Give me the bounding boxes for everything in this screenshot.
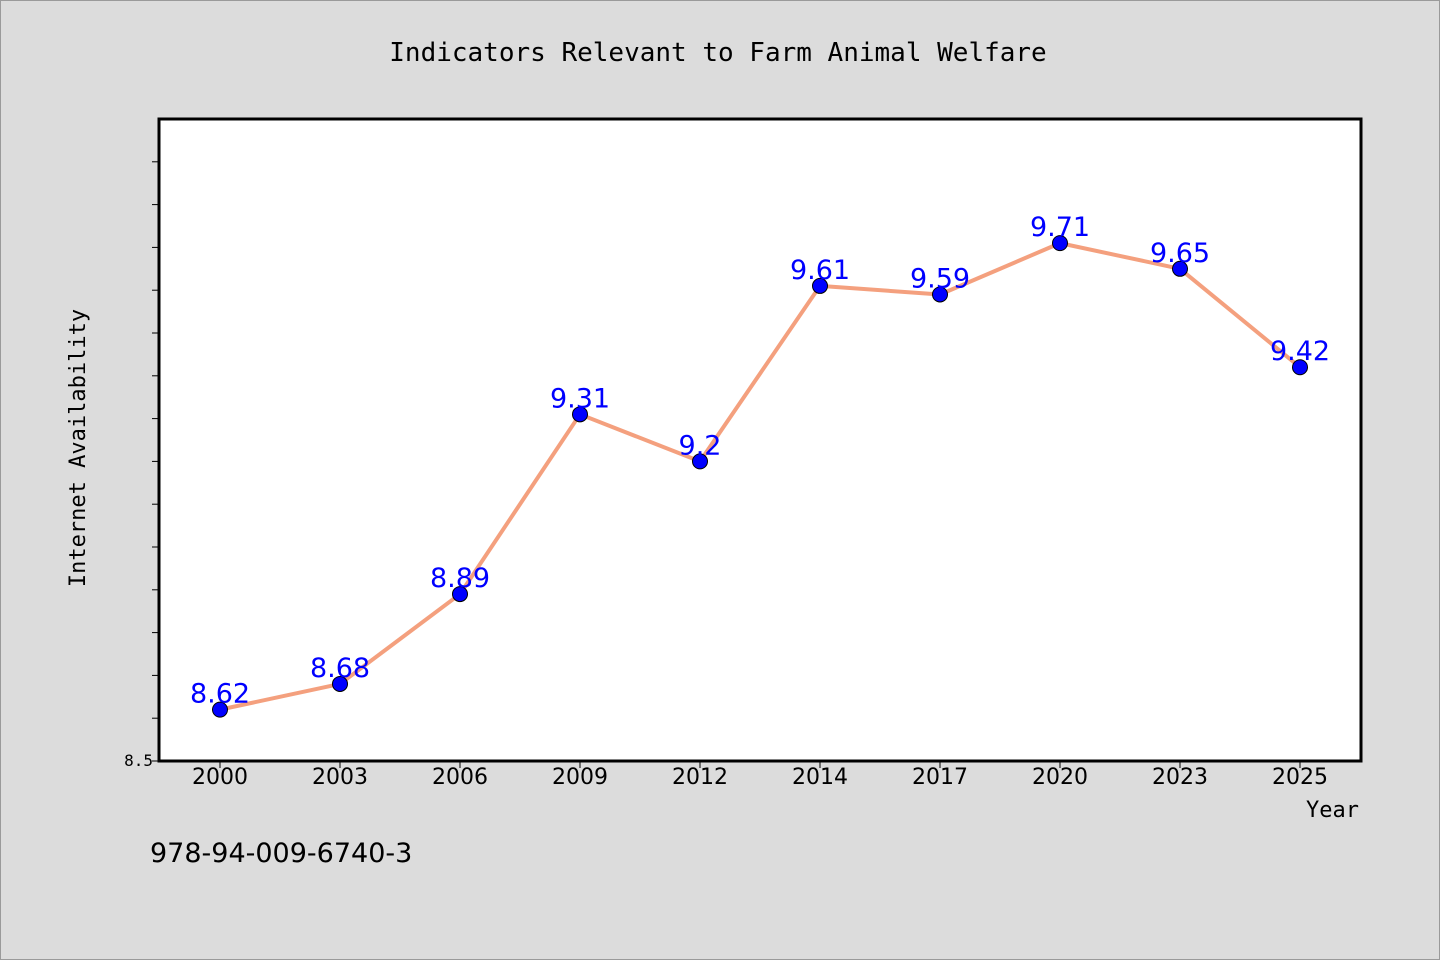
data-labels-group: 8.62 8.68 8.89 9.31 9.2 9.61 9.59 9.71 9.65 9.42 [190,212,1330,710]
data-label: 9.42 [1270,336,1330,367]
data-point [572,406,588,423]
x-axis-label: Year [1306,798,1359,823]
y-tick-label: 8.5 [124,751,153,770]
data-point [1052,235,1068,252]
data-label: 8.68 [310,653,370,684]
x-tick-label: 2006 [432,765,488,790]
x-tick-label: 2014 [792,765,848,790]
data-label: 8.62 [190,679,250,710]
x-tick-label: 2003 [312,765,368,790]
data-point [812,277,828,294]
data-label: 8.89 [430,563,490,594]
data-label: 9.61 [790,255,850,286]
x-tick-label: 2020 [1032,765,1088,790]
y-axis-ticks: 8.5 [124,161,159,770]
x-tick-label: 2017 [912,765,968,790]
data-point [692,453,708,470]
data-point [1172,260,1188,277]
x-tick-label: 2023 [1152,765,1208,790]
data-point [452,586,468,603]
data-point [212,701,228,718]
data-label: 9.71 [1030,212,1090,243]
x-tick-label: 2025 [1272,765,1328,790]
chart-title: Indicators Relevant to Farm Animal Welfa… [389,38,1046,68]
data-label: 9.65 [1150,238,1210,269]
data-point [332,675,348,692]
x-tick-label: 2009 [552,765,608,790]
x-axis-ticks: 2000 2003 2006 2009 2012 2014 2017 2020 2023 2025 [192,761,1328,790]
x-tick-label: 2012 [672,765,728,790]
series-line [218,241,1302,712]
isbn-label: 978-94-009-6740-3 [150,838,412,869]
plot-area [157,117,1363,763]
series-group [212,235,1308,718]
data-point [932,286,948,303]
y-axis-label: Internet Availability [66,309,91,587]
data-label: 9.59 [910,263,970,294]
data-label: 9.2 [679,430,722,461]
x-tick-label: 2000 [192,765,248,790]
data-label: 9.31 [550,383,610,414]
data-point [1292,359,1308,376]
